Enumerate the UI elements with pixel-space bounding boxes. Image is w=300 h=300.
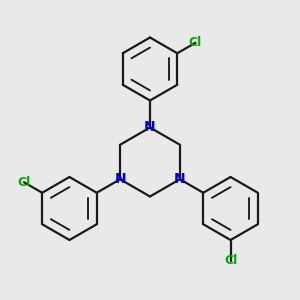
Text: Cl: Cl	[224, 254, 237, 268]
Text: N: N	[114, 172, 126, 186]
Text: Cl: Cl	[189, 36, 202, 49]
Text: N: N	[144, 121, 156, 134]
Text: N: N	[174, 172, 186, 186]
Text: Cl: Cl	[17, 176, 31, 189]
